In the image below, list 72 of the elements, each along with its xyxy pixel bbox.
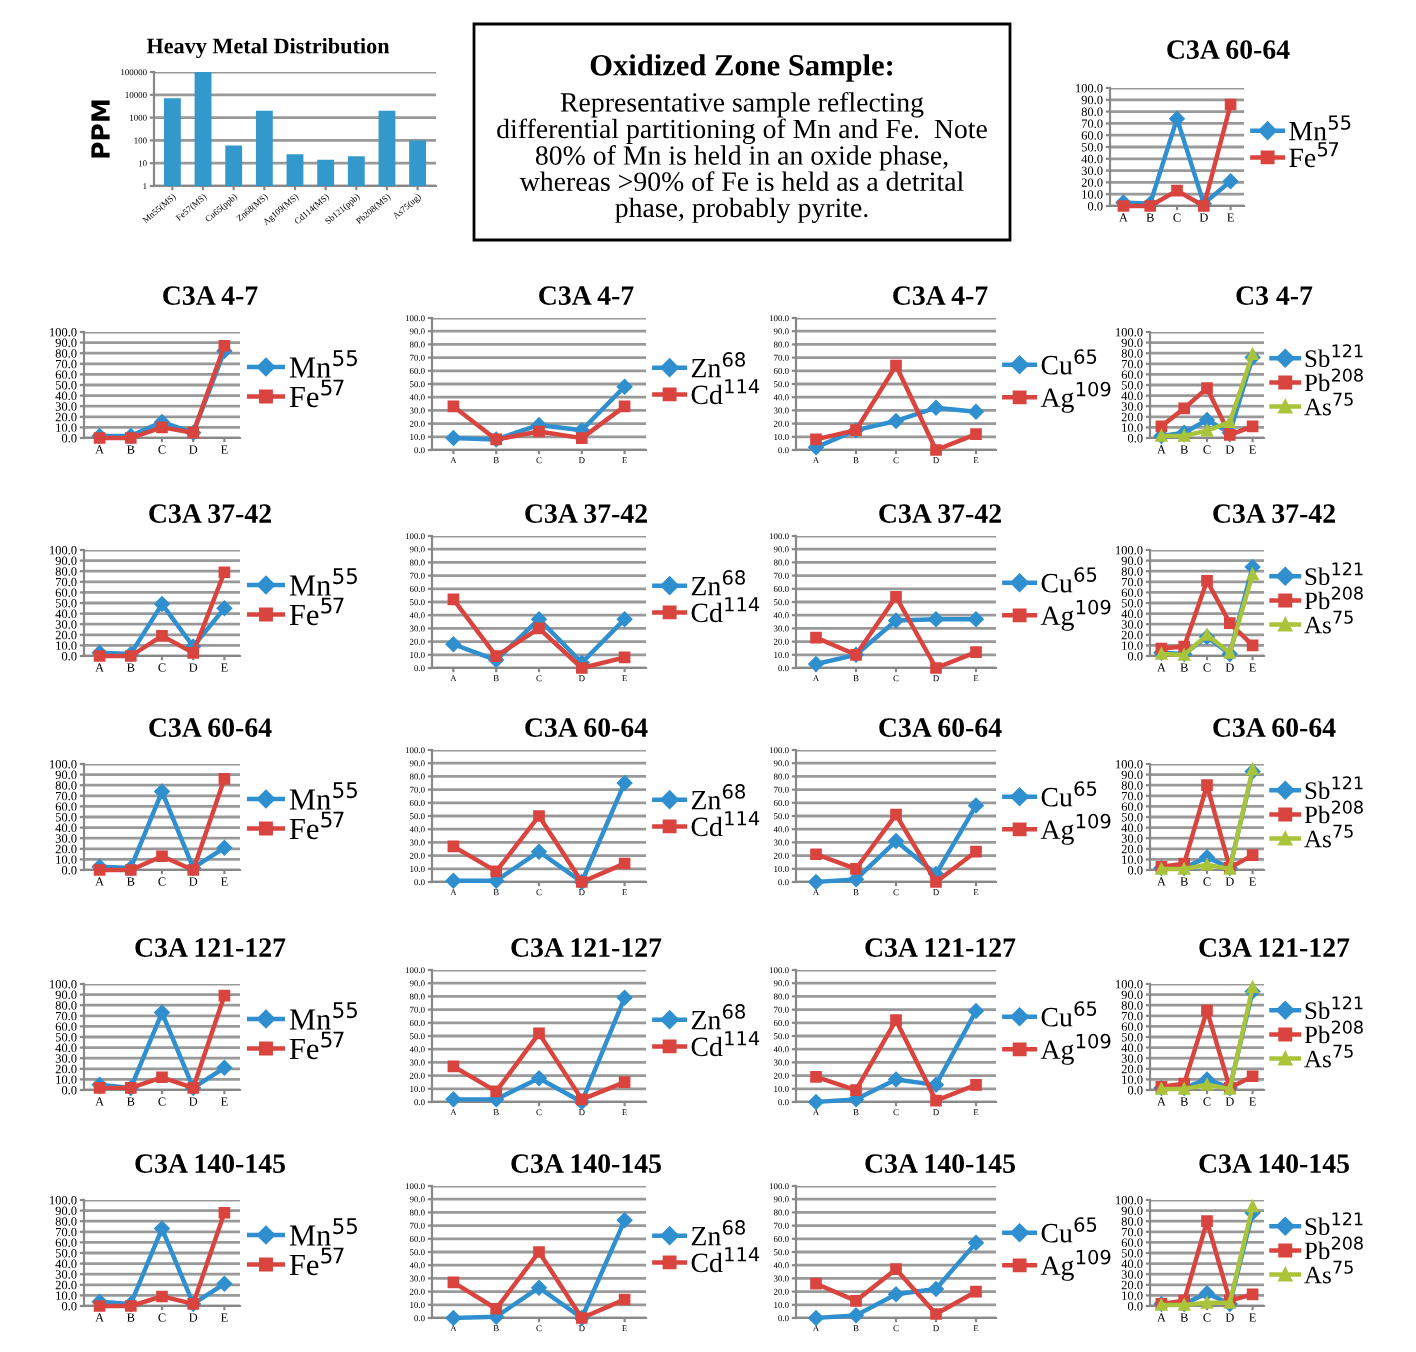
legend-label: Ag$^{109}$	[1040, 381, 1111, 413]
legend-label: Pb$^{208}$	[1304, 368, 1363, 392]
legend-label: Cd$^{114}$	[691, 379, 760, 405]
chart-title: C3A 37-42	[149, 504, 271, 523]
legend-label: Zn$^{68}$	[691, 352, 745, 378]
legend-label: As$^{75}$	[1304, 1044, 1353, 1068]
legend-label: Fe$^{57}$	[289, 811, 344, 840]
legend-label: Cd$^{114}$	[691, 811, 760, 837]
text: Oxidized Zone Sample:	[590, 54, 893, 82]
chart-title: C3A 60-64	[879, 718, 1002, 737]
y-axis-title: PPM	[91, 100, 110, 158]
legend-label: Fe$^{57}$	[289, 1247, 344, 1276]
chart-title: C3A 4-7	[163, 286, 258, 305]
legend-label: Cd$^{114}$	[691, 1031, 760, 1057]
chart-title: C3A 140-145	[511, 1154, 661, 1173]
legend-label: Sb$^{121}$	[1305, 996, 1363, 1020]
legend-label: Pb$^{208}$	[1304, 586, 1363, 610]
legend-label: Fe$^{57}$	[289, 379, 344, 408]
chart-title: C3A 37-42	[1213, 504, 1335, 523]
chart-title: C3A 60-64	[149, 718, 272, 737]
chart-title: C3A 37-42	[525, 504, 647, 523]
legend-label: Fe$^{57}$	[1289, 142, 1339, 168]
legend-label: Mn$^{55}$	[289, 350, 357, 378]
legend-label: As$^{75}$	[1304, 824, 1353, 848]
legend-label: Ag$^{109}$	[1040, 813, 1111, 845]
legend-label: Cu$^{65}$	[1041, 1217, 1097, 1243]
chart-title: C3A 60-64	[1167, 40, 1290, 59]
chart-title: C3 4-7	[1236, 286, 1313, 305]
chart-title: C3A 4-7	[893, 286, 988, 305]
legend-label: As$^{75}$	[1304, 610, 1353, 634]
legend-label: As$^{75}$	[1304, 392, 1353, 416]
legend-label: Sb$^{121}$	[1305, 1212, 1363, 1236]
chart-title: C3A 121-127	[511, 938, 662, 957]
legend-label: Cu$^{65}$	[1041, 1001, 1097, 1027]
chart-title: Heavy Metal Distribution	[146, 37, 390, 59]
chart-title: C3A 121-127	[865, 938, 1016, 957]
legend-label: Ag$^{109}$	[1040, 1249, 1111, 1281]
legend-label: Ag$^{109}$	[1040, 599, 1111, 631]
legend-label: Mn$^{55}$	[289, 1218, 357, 1246]
chart-title: C3A 121-127	[1199, 938, 1350, 957]
text: Representative sample reflecting differential partitioning of Mn and Fe. Note 80% of Mn is held in an oxide phase, whereas >90% of Fe is held as a detrital phase, probably pyrite.	[497, 92, 987, 223]
chart-title: C3A 37-42	[879, 504, 1001, 523]
legend-label: Fe$^{57}$	[289, 1031, 344, 1060]
legend-label: Sb$^{121}$	[1305, 776, 1363, 800]
chart-title: C3A 4-7	[539, 286, 634, 305]
legend-label: Mn$^{55}$	[289, 1002, 357, 1030]
legend-label: Sb$^{121}$	[1305, 562, 1363, 586]
legend-label: Zn$^{68}$	[691, 570, 745, 596]
legend-label: Cd$^{114}$	[691, 597, 760, 623]
legend-label: Ag$^{109}$	[1040, 1033, 1111, 1065]
legend-label: Pb$^{208}$	[1304, 1020, 1363, 1044]
legend-label: Cu$^{65}$	[1041, 349, 1097, 375]
legend-label: As$^{75}$	[1304, 1260, 1353, 1284]
legend-label: Zn$^{68}$	[691, 784, 745, 810]
legend-label: Mn$^{55}$	[1289, 115, 1351, 141]
legend-label: Mn$^{55}$	[289, 568, 357, 596]
legend-label: Fe$^{57}$	[289, 597, 344, 626]
chart-title: C3A 140-145	[135, 1154, 285, 1173]
chart-title: C3A 140-145	[1199, 1154, 1349, 1173]
chart-title: C3A 60-64	[1213, 718, 1336, 737]
legend-label: Cu$^{65}$	[1041, 781, 1097, 807]
legend-label: Zn$^{68}$	[691, 1220, 745, 1246]
legend-label: Cu$^{65}$	[1041, 567, 1097, 593]
legend-label: Sb$^{121}$	[1305, 344, 1363, 368]
chart-title: C3A 60-64	[525, 718, 648, 737]
legend-label: Pb$^{208}$	[1304, 1236, 1363, 1260]
chart-title: C3A 140-145	[865, 1154, 1015, 1173]
legend-label: Pb$^{208}$	[1304, 800, 1363, 824]
legend-label: Zn$^{68}$	[691, 1004, 745, 1030]
chart-title: C3A 121-127	[135, 938, 286, 957]
legend-label: Mn$^{55}$	[289, 782, 357, 810]
legend-label: Cd$^{114}$	[691, 1247, 760, 1273]
